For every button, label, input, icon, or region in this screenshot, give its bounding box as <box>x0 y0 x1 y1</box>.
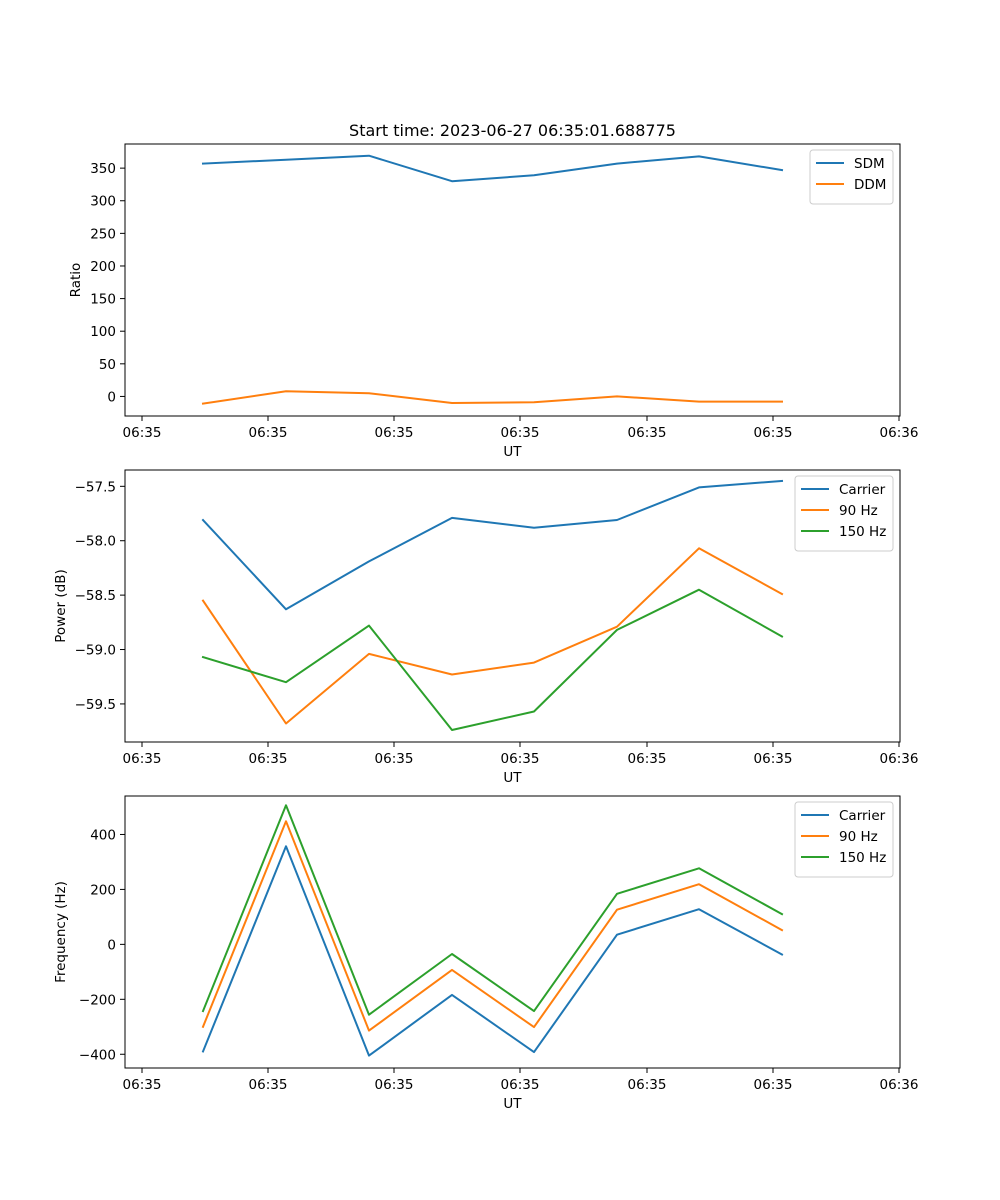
legend-label-150-hz: 150 Hz <box>839 850 886 866</box>
series-line-carrier <box>201 479 784 611</box>
x-tick-label: 06:35 <box>249 1077 288 1093</box>
x-axis-label: UT <box>503 1096 522 1112</box>
y-tick-label: −58.0 <box>75 534 116 550</box>
figure-title: Start time: 2023-06-27 06:35:01.688775 <box>349 121 676 140</box>
x-tick-label: 06:35 <box>249 425 288 441</box>
legend-box <box>794 475 894 552</box>
y-tick-label: −200 <box>79 992 116 1008</box>
y-tick-label: 0 <box>107 937 116 953</box>
x-tick-label: 06:36 <box>880 425 919 441</box>
y-tick-label: −57.5 <box>75 479 116 495</box>
x-axis-label: UT <box>503 444 522 460</box>
x-tick-label: 06:35 <box>628 751 667 767</box>
x-tick-label: 06:35 <box>501 425 540 441</box>
x-tick-label: 06:35 <box>123 1077 162 1093</box>
legend-label-sdm: SDM <box>854 156 885 172</box>
y-tick-label: −400 <box>79 1047 116 1063</box>
y-tick-label: −59.0 <box>75 643 116 659</box>
x-tick-label: 06:35 <box>249 751 288 767</box>
y-tick-label: 150 <box>90 292 116 308</box>
y-tick-label: 350 <box>90 161 116 177</box>
y-tick-label: −59.5 <box>75 697 116 713</box>
legend-label-ddm: DDM <box>854 177 886 193</box>
series-line-150-hz <box>201 804 784 1016</box>
legend-label-carrier: Carrier <box>839 808 886 824</box>
y-tick-label: 400 <box>90 827 116 843</box>
x-tick-label: 06:35 <box>375 1077 414 1093</box>
y-tick-label: 250 <box>90 226 116 242</box>
x-tick-label: 06:35 <box>628 1077 667 1093</box>
x-tick-label: 06:35 <box>628 425 667 441</box>
y-axis-label: Ratio <box>68 263 84 298</box>
series-line-90-hz <box>201 820 784 1032</box>
legend-label-90-hz: 90 Hz <box>839 503 878 519</box>
legend: Carrier 90 Hz 150 Hz <box>794 801 894 878</box>
y-tick-label: 50 <box>99 357 116 373</box>
series-line-150-hz <box>201 588 784 731</box>
series-line-carrier <box>201 845 784 1057</box>
plot-frame <box>124 469 901 743</box>
legend-label-90-hz: 90 Hz <box>839 829 878 845</box>
legend-label-carrier: Carrier <box>839 482 886 498</box>
plot-frame <box>124 795 901 1069</box>
x-tick-label: 06:36 <box>880 1077 919 1093</box>
x-tick-label: 06:35 <box>123 751 162 767</box>
y-tick-label: 0 <box>107 389 116 405</box>
legend: Carrier 90 Hz 150 Hz <box>794 475 894 552</box>
x-tick-label: 06:35 <box>501 1077 540 1093</box>
series-line-ddm <box>201 390 783 405</box>
x-tick-label: 06:35 <box>375 425 414 441</box>
y-tick-label: −58.5 <box>75 588 116 604</box>
x-tick-label: 06:35 <box>375 751 414 767</box>
x-tick-label: 06:35 <box>754 425 793 441</box>
chart-panel-2: 06:35 06:35 06:35 06:35 06:35 06:35 06:36 −59.5… <box>53 469 919 786</box>
x-tick-label: 06:35 <box>123 425 162 441</box>
y-tick-label: 200 <box>90 259 116 275</box>
legend: SDM DDM <box>809 149 894 205</box>
series-line-sdm <box>201 154 784 183</box>
x-tick-label: 06:35 <box>754 1077 793 1093</box>
y-axis-label: Power (dB) <box>53 569 69 642</box>
y-tick-label: 100 <box>90 324 116 340</box>
chart-panel-3: 06:35 06:35 06:35 06:35 06:35 06:35 06:36 −400 −… <box>53 795 919 1112</box>
plot-frame <box>124 143 901 417</box>
x-tick-label: 06:35 <box>754 751 793 767</box>
y-tick-label: 200 <box>90 882 116 898</box>
panels: 06:35 06:35 06:35 06:35 06:35 06:35 06:36 0 50 10… <box>53 143 919 1112</box>
legend-box <box>794 801 894 878</box>
y-tick-label: 300 <box>90 194 116 210</box>
x-tick-label: 06:36 <box>880 751 919 767</box>
legend-label-150-hz: 150 Hz <box>839 524 886 540</box>
x-tick-label: 06:35 <box>501 751 540 767</box>
series-line-90-hz <box>201 547 784 725</box>
x-axis-label: UT <box>503 770 522 786</box>
y-axis-label: Frequency (Hz) <box>53 881 69 983</box>
chart-panel-1: 06:35 06:35 06:35 06:35 06:35 06:35 06:36 0 50 10… <box>68 143 919 460</box>
